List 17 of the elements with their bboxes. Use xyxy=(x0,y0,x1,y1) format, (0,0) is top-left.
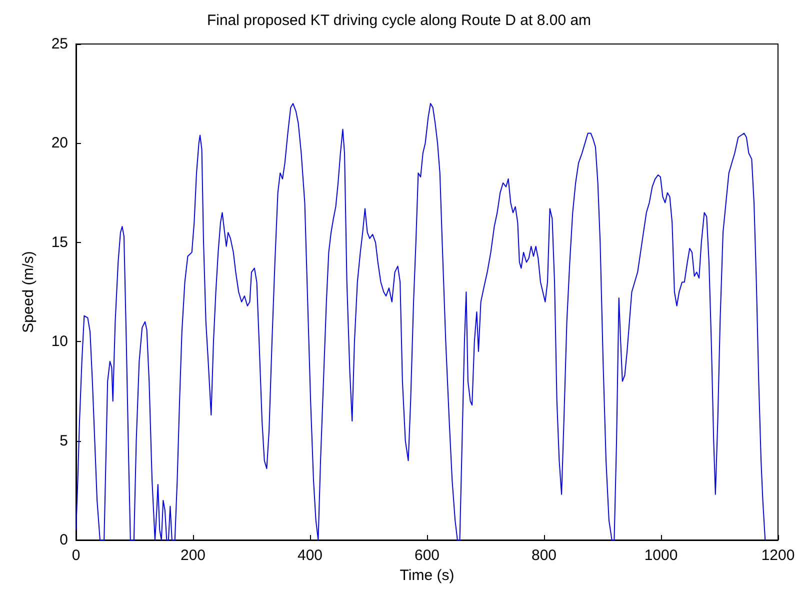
x-tick-label: 1200 xyxy=(761,547,795,564)
y-tick-label: 5 xyxy=(60,432,68,450)
x-tick-label: 200 xyxy=(180,547,206,564)
x-tick-label: 400 xyxy=(297,547,323,564)
line-series xyxy=(76,103,766,540)
y-tick-label: 25 xyxy=(51,36,68,52)
y-tick-label: 15 xyxy=(51,234,68,251)
x-tick-label: 0 xyxy=(72,547,80,564)
x-tick-label: 800 xyxy=(531,547,557,564)
x-tick-label: 1000 xyxy=(644,547,678,564)
x-tick-label: 600 xyxy=(414,547,440,564)
y-tick-label: 0 xyxy=(60,532,68,548)
y-tick-label: 20 xyxy=(51,134,68,152)
x-axis-title: Time (s) xyxy=(400,566,454,584)
chart-title: Final proposed KT driving cycle along Route D at 8.00 am xyxy=(206,12,592,29)
y-axis-title: Speed (m/s) xyxy=(20,251,37,333)
y-tick-label: 10 xyxy=(51,333,68,350)
